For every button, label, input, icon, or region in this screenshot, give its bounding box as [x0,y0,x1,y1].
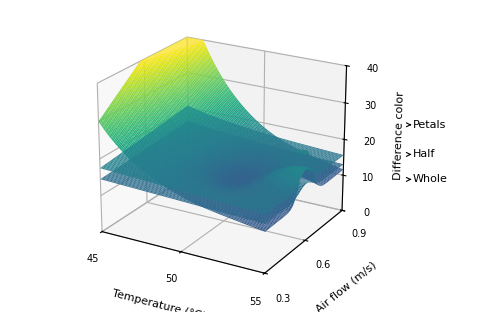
X-axis label: Temperature (°C): Temperature (°C) [111,289,206,312]
Text: Petals: Petals [412,120,446,130]
Text: Whole: Whole [412,174,448,184]
Y-axis label: Air flow (m/s): Air flow (m/s) [314,260,378,312]
Text: Half: Half [412,149,435,159]
